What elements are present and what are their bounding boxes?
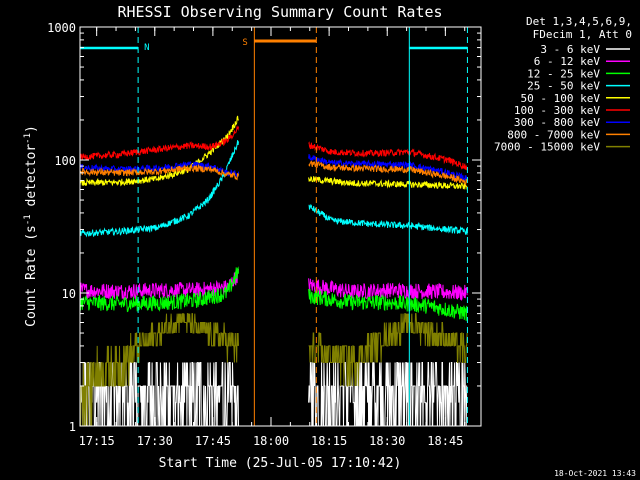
x-tick-label-1: 17:30 (137, 434, 173, 448)
legend-header-line-2: FDecim 1, Att 0 (533, 28, 632, 41)
x-tick-label-5: 18:30 (369, 434, 405, 448)
legend-header-line-1: Det 1,3,4,5,6,9, (526, 15, 632, 28)
series-3-segment-1 (79, 140, 239, 238)
series-0-segment-2 (308, 362, 468, 427)
legend: Det 1,3,4,5,6,9, FDecim 1, Att 0 3 - 6 k… (494, 15, 632, 154)
saa-label: S (242, 38, 247, 48)
footer-timestamp: 18-Oct-2021 13:43 (554, 469, 636, 478)
series-5-segment-1 (79, 124, 239, 161)
series-8-segment-2 (308, 313, 468, 387)
legend-entry-0: 3 - 6 keV (540, 43, 600, 56)
x-tick-label-4: 18:15 (311, 434, 347, 448)
data-layer (79, 115, 468, 427)
series-2-segment-1 (79, 266, 239, 313)
series-4-segment-2 (308, 176, 468, 190)
series-8 (79, 313, 468, 427)
series-5-segment-2 (308, 141, 468, 171)
y-label-mid: detector (24, 144, 39, 215)
y-tick-label-3: 1000 (47, 21, 76, 35)
series-1-segment-2 (308, 278, 468, 302)
series-1 (79, 268, 468, 302)
series-8-segment-1 (79, 313, 239, 427)
plot-frame (79, 26, 482, 427)
y-tick-label-0: 1 (69, 420, 76, 434)
legend-entry-7: 800 - 7000 keV (507, 128, 600, 141)
y-label-end: ) (24, 125, 39, 133)
y-label-sup-2: -1 (23, 133, 33, 144)
series-3 (79, 140, 468, 238)
y-label-sup-1: -1 (23, 214, 33, 225)
series-6-segment-2 (308, 154, 468, 182)
series-3-segment-2 (308, 203, 468, 235)
series-7-segment-2 (308, 160, 468, 186)
x-tick-label-3: 18:00 (253, 434, 289, 448)
legend-entry-2: 12 - 25 keV (527, 67, 600, 80)
night-label: N (144, 43, 149, 53)
series-2 (79, 266, 468, 321)
series-6 (79, 154, 468, 182)
legend-entry-4: 50 - 100 keV (521, 92, 601, 105)
x-axis: 17:15 17:30 17:45 18:00 18:15 18:30 18:45 (79, 27, 466, 448)
y-axis-label: Count Rate (s-1 detector-1) (23, 125, 39, 327)
x-tick-label-0: 17:15 (79, 434, 115, 448)
legend-entry-6: 300 - 800 keV (514, 116, 600, 129)
series-2-segment-2 (308, 288, 468, 321)
y-tick-label-1: 10 (62, 287, 76, 301)
series-6-segment-1 (79, 161, 239, 178)
legend-entry-3: 25 - 50 keV (527, 80, 600, 93)
x-axis-label: Start Time (25-Jul-05 17:10:42) (159, 456, 402, 471)
y-axis: 1 10 100 1000 (47, 21, 481, 434)
series-7 (79, 160, 468, 186)
series-1-segment-1 (79, 268, 239, 301)
series-5 (79, 124, 468, 171)
x-tick-label-6: 18:45 (427, 434, 463, 448)
x-tick-label-2: 17:45 (195, 434, 231, 448)
legend-entry-1: 6 - 12 keV (534, 55, 601, 68)
legend-entry-5: 100 - 300 keV (514, 104, 600, 117)
chart-title: RHESSI Observing Summary Count Rates (117, 3, 442, 21)
y-tick-label-2: 100 (54, 154, 76, 168)
series-7-segment-1 (79, 163, 239, 181)
legend-entry-8: 7000 - 15000 keV (494, 141, 600, 154)
